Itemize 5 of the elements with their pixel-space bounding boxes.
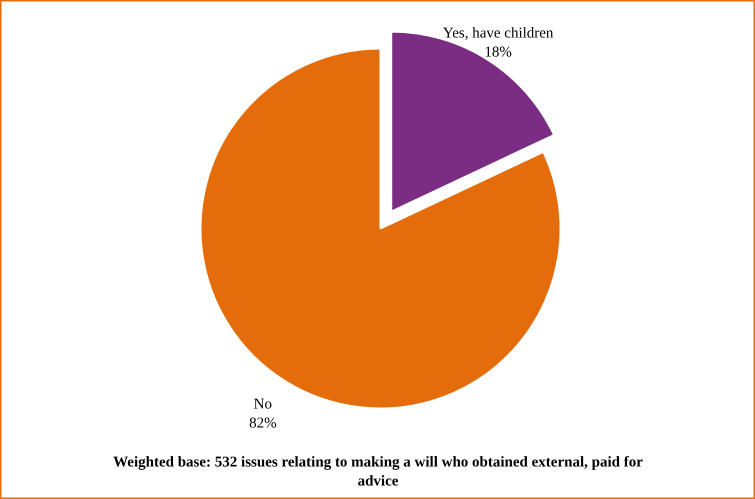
data-label: 18% xyxy=(484,44,512,61)
slice-label: Yes, have children xyxy=(442,25,554,42)
slice-label: No xyxy=(254,396,272,412)
data-label: 82% xyxy=(249,416,277,432)
text: Weighted base: 532 issues relating to making a will who obtained external, paid for advice xyxy=(113,454,644,490)
